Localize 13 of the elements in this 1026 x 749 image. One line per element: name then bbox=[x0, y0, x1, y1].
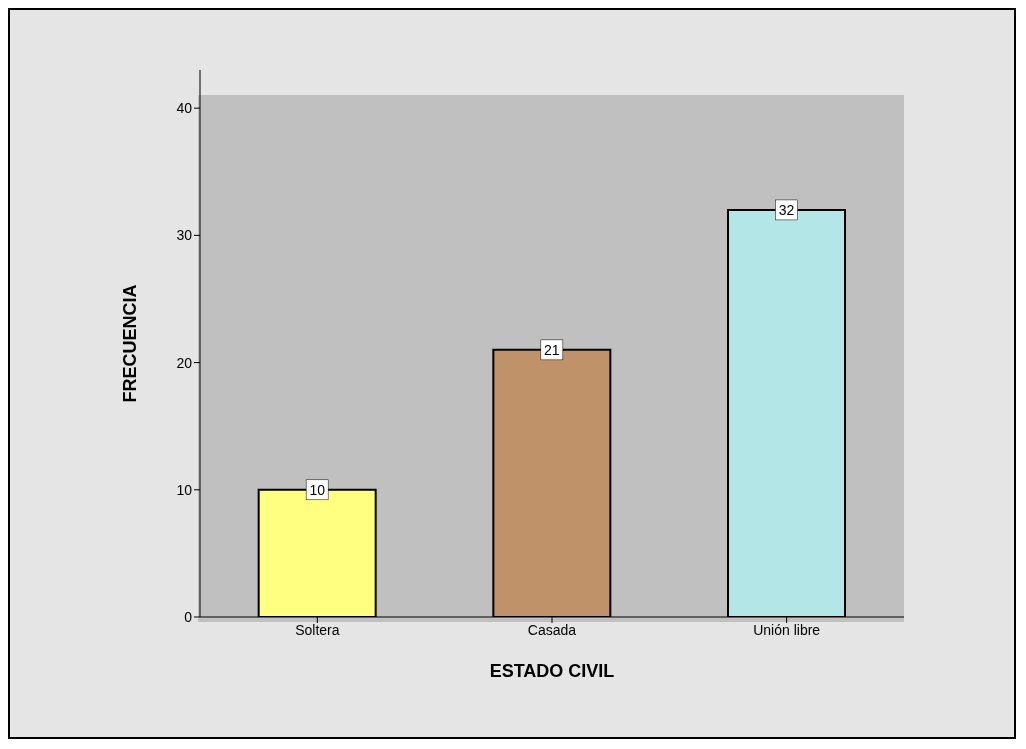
x-tick-label: Unión libre bbox=[753, 621, 821, 638]
x-tick-label: Soltera bbox=[295, 621, 340, 638]
data-label: 21 bbox=[544, 341, 560, 358]
data-label: 32 bbox=[778, 201, 795, 218]
y-tick-label: 10 bbox=[176, 481, 193, 498]
x-tick-label: Casada bbox=[527, 621, 577, 638]
data-label: 10 bbox=[309, 481, 326, 498]
y-tick-label: 40 bbox=[176, 100, 193, 117]
y-tick-label: 30 bbox=[176, 227, 193, 244]
y-tick-label: 0 bbox=[184, 608, 193, 625]
x-axis-title: ESTADO CIVIL bbox=[489, 661, 615, 681]
y-axis-title: FRECUENCIA bbox=[120, 284, 141, 403]
y-tick-label: 20 bbox=[176, 354, 193, 371]
